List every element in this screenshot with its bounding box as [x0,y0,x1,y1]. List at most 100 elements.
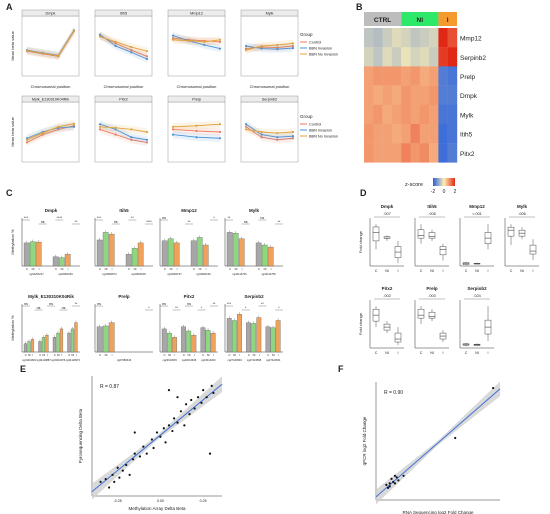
bar-group-label: NI [272,353,275,357]
heatmap-cell [401,66,411,86]
box-subplot-title: Mylk [517,204,528,209]
bar [210,332,216,353]
scatter-point [184,403,188,406]
scatter-point [386,486,390,489]
line-point [244,47,248,50]
bar-site-label: cg34112736 [232,272,247,276]
line-point [195,136,198,139]
line-ci-band [27,26,74,59]
bar-group-label: C [248,353,250,357]
line-subplot-title-strip [94,9,153,17]
heatmap-cell [373,124,383,144]
line-point [291,137,295,140]
line-point [114,40,117,43]
bar-group-label: C [267,353,269,357]
scatter-point [104,477,107,481]
line-point [25,49,29,52]
bar [125,254,132,267]
line-point [291,46,295,50]
legend-label: BBN No Invasion [309,135,338,139]
scatter-point [202,389,205,392]
heatmap-cell [429,85,439,105]
line-point [260,44,263,48]
scatter-point [113,480,116,483]
line-point [130,49,133,52]
heatmap-cell [382,66,393,86]
box-group-label: I [488,269,489,273]
panel-label-d: D [360,188,367,198]
heatmap-cell [401,28,411,48]
bar-group-label: NI [28,353,31,357]
heatmap-cell [438,104,448,125]
sig-marker: *** [24,216,29,220]
bar-group-label: C [229,267,231,271]
bar-group-label: C [164,353,166,357]
box-group-label: I [443,351,444,355]
line-xlabel: Chromosomal position [250,84,290,89]
heatmap-cell [391,28,402,48]
bar-group-label: I [206,267,207,271]
heatmap-cell [364,66,374,86]
scatter-point [155,431,159,434]
line-series [99,126,148,133]
box-group-label: C [375,351,378,355]
line-subplot-title: Mylk_E130310K04Rik [32,98,69,102]
scatter-point [150,438,153,441]
heatmap-cell [438,47,448,67]
bar [131,248,138,267]
line-subplot-title-strip [94,95,153,103]
box-pvalue: .003 [428,294,435,298]
heatmap-cell [438,66,448,86]
line-ylabel: Mean beta value [10,30,15,60]
bar-group-label: NI [199,267,202,271]
line-point [218,38,222,41]
line-ci-band [246,125,293,137]
line-subplot-frame [94,15,153,77]
scatter-point [393,474,397,477]
bar-group-label: NI [253,353,256,357]
bar-group-label: I [213,353,214,357]
heatmap-cell [401,85,411,105]
line-point [72,29,76,33]
zscore-colorbar [433,178,455,186]
box [417,308,425,319]
heatmap-cell [391,143,402,163]
scatter-point [176,396,179,399]
heatmap-cell [410,28,420,48]
heatmap-column-label: I [447,17,449,24]
line-point [244,49,248,52]
bar-group-label: C [164,267,166,271]
bar-site-label: cg34119887 [37,358,52,362]
bar [52,256,59,267]
line-point [171,128,175,131]
line-point [25,141,29,144]
heatmap-cell [447,124,458,144]
sig-marker: ** [131,216,134,220]
bar [167,238,174,267]
bar [190,240,197,267]
bar [45,335,49,353]
legend-label: Control [309,41,321,45]
box [428,311,436,319]
bar-group-label: NI [105,353,108,357]
bar-group-label: NI [233,353,236,357]
bar [29,241,36,267]
line-point [25,137,29,140]
line-point [145,141,149,144]
line-subplot-title-strip [240,9,299,17]
box-subplot-title: Dmpk [381,204,394,209]
line-ci-band [100,30,147,63]
bar-subplot-title: Dmpk [45,208,58,213]
heatmap-row-label: Mylk [460,112,474,119]
line-point [218,47,222,50]
bar-subplot-title: Serpinb2 [244,294,264,299]
heatmap-column-header [364,12,402,26]
scatter-point [402,474,405,477]
scatter-point [193,407,196,410]
bar [270,327,276,353]
scatter-point [108,486,111,489]
bar-group-label: I [141,267,142,271]
box-group-label: NI [430,351,434,355]
bar-site-label: cg34112759 [261,272,276,276]
bar [70,328,75,353]
